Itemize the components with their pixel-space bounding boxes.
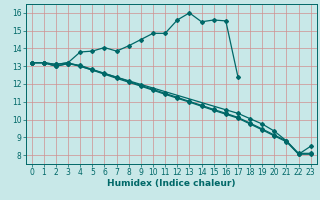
X-axis label: Humidex (Indice chaleur): Humidex (Indice chaleur) (107, 179, 236, 188)
